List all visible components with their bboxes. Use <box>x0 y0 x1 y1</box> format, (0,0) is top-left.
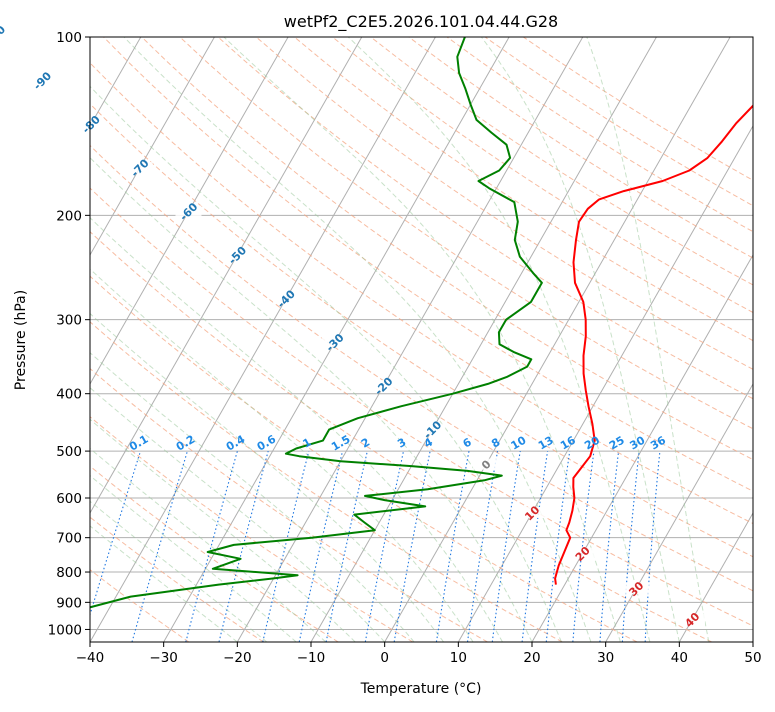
y-tick-label: 100 <box>56 30 82 46</box>
y-tick-label: 400 <box>56 387 82 403</box>
y-tick-label: 700 <box>56 531 82 547</box>
y-tick-label: 800 <box>56 565 82 581</box>
y-axis-label: Pressure (hPa) <box>13 290 29 390</box>
chart-title: wetPf2_C2E5.2026.101.04.44.G28 <box>284 12 558 32</box>
y-tick-label: 300 <box>56 313 82 329</box>
x-tick-label: 40 <box>671 650 688 666</box>
x-tick-label: −40 <box>76 650 105 666</box>
x-axis-label: Temperature (°C) <box>360 681 482 697</box>
x-tick-label: −20 <box>223 650 252 666</box>
x-tick-label: −10 <box>297 650 326 666</box>
x-tick-label: 30 <box>597 650 614 666</box>
x-tick-label: −30 <box>149 650 178 666</box>
y-tick-label: 900 <box>56 595 82 611</box>
x-tick-label: 50 <box>744 650 761 666</box>
y-tick-label: 500 <box>56 444 82 460</box>
y-tick-label: 1000 <box>48 622 82 638</box>
x-tick-label: 10 <box>450 650 467 666</box>
y-tick-label: 600 <box>56 491 82 507</box>
x-tick-label: 20 <box>523 650 540 666</box>
x-tick-label: 0 <box>380 650 389 666</box>
y-tick-label: 200 <box>56 208 82 224</box>
